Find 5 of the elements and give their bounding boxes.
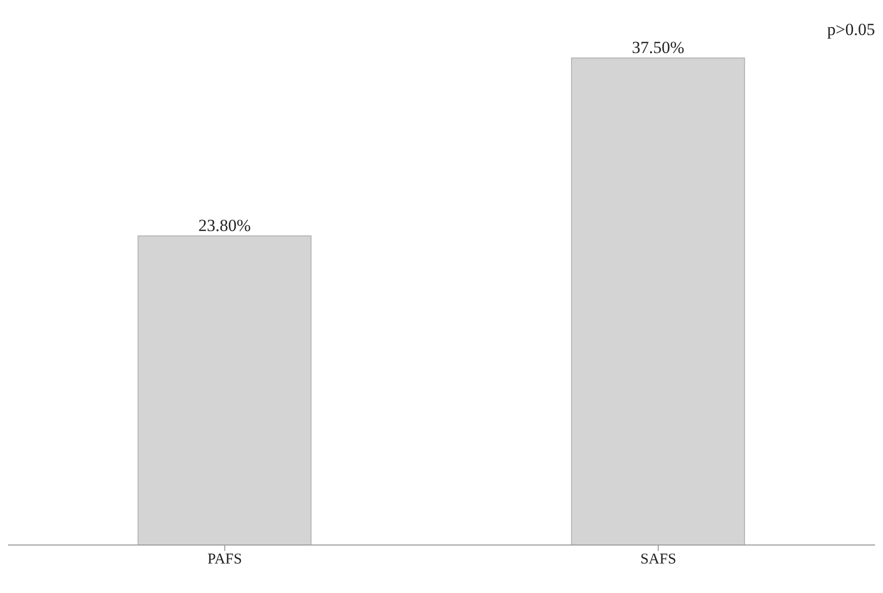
text: p>0.05 [827,20,875,40]
x-tick-label: PAFS [208,552,242,568]
x-tick-label: SAFS [640,552,676,568]
data-label: 23.80% [198,216,251,235]
data-label: 37.50% [632,38,684,57]
